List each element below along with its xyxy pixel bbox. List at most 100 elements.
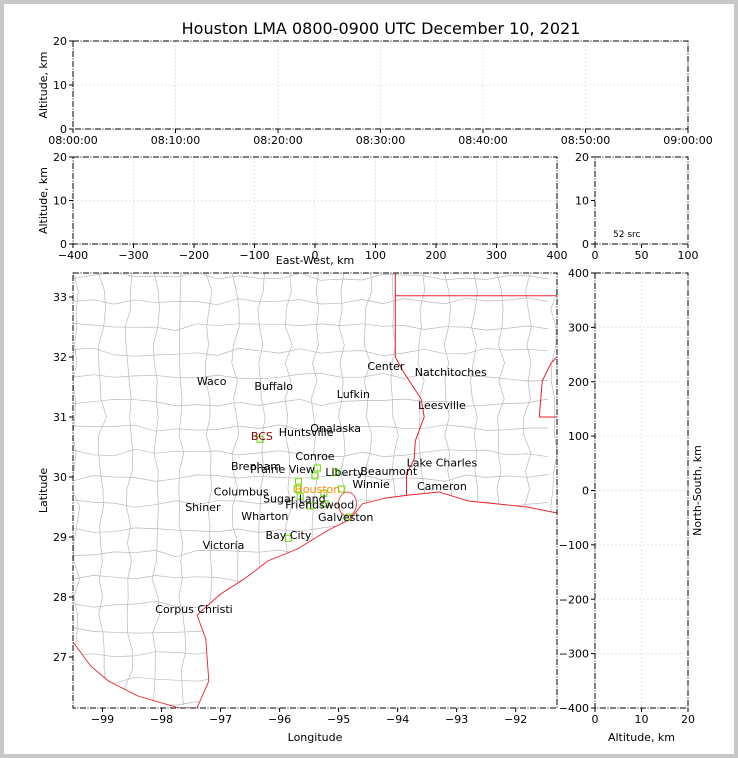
city-label: Center — [367, 360, 405, 373]
x-tick-label: 0 — [592, 713, 599, 726]
y-tick-label: 30 — [53, 471, 67, 484]
x-tick-label: 400 — [547, 249, 568, 262]
panel-time-height: 08:00:00 08:10:00 08:20:00 08:30:00 08:40:00… — [37, 35, 713, 147]
x-tick-label: −200 — [179, 249, 209, 262]
city-label: Victoria — [203, 539, 245, 552]
x-tick-label: 0 — [592, 249, 599, 262]
lma-station-marker — [313, 464, 321, 472]
y-tick-label: 0 — [582, 485, 589, 498]
y-axis-label: Altitude, km — [37, 167, 50, 234]
county-line — [73, 323, 549, 331]
y-tick-label: 20 — [53, 35, 67, 48]
panel-plan-view: Waco Buffalo Center Natchitoches Lufkin Leesv… — [37, 272, 558, 744]
city-label: Sugar Land — [263, 493, 326, 506]
plot-frame — [72, 156, 558, 245]
county-line — [124, 273, 134, 706]
x-tick-label: −400 — [58, 249, 88, 262]
lma-station-marker — [332, 468, 340, 476]
x-axis-label: Longitude — [288, 731, 343, 744]
x-tick-label: 09:00:00 — [663, 134, 712, 147]
lma-station-marker — [337, 485, 346, 493]
x-tick-label: −98 — [150, 713, 173, 726]
map-layers: Waco Buffalo Center Natchitoches Lufkin Leesv… — [73, 273, 557, 708]
city-label: Liberty — [325, 466, 364, 479]
x-tick-label: −99 — [91, 713, 114, 726]
source-count-label: 52 src — [613, 230, 641, 240]
y-tick-label: 20 — [53, 151, 67, 164]
city-label: Conroe — [295, 450, 334, 463]
y-tick-label: 10 — [53, 195, 67, 208]
city-label: Buffalo — [254, 380, 293, 393]
county-line — [73, 273, 549, 281]
city-label: Prairie View — [250, 463, 315, 476]
plot-frame — [594, 272, 689, 709]
city-label: Cameron — [417, 480, 467, 493]
y-tick-label: 0 — [60, 238, 67, 251]
x-tick-label: 100 — [365, 249, 386, 262]
county-line — [98, 273, 107, 706]
x-tick-label: −94 — [386, 713, 409, 726]
city-label: Huntsville — [279, 426, 334, 439]
y-tick-label: 200 — [568, 376, 589, 389]
county-line — [73, 347, 549, 357]
x-tick-label: 08:10:00 — [151, 134, 200, 147]
x-tick-label: 20 — [681, 713, 695, 726]
city-label: BCS — [251, 430, 273, 443]
x-tick-label: 08:30:00 — [356, 134, 405, 147]
lma-station-marker — [320, 489, 328, 497]
county-line — [73, 373, 549, 382]
y-axis-label: Altitude, km — [37, 51, 50, 118]
y-tick-label: −200 — [559, 593, 589, 606]
plot-frame — [72, 272, 558, 709]
y-tick-label: 400 — [568, 267, 589, 280]
y-tick-label: 100 — [568, 430, 589, 443]
city-label: Bay City — [266, 529, 312, 542]
x-tick-label: 0 — [312, 249, 319, 262]
y-tick-label: 0 — [60, 123, 67, 136]
y-tick-label: −400 — [559, 702, 589, 715]
county-line — [151, 273, 160, 706]
y-tick-label: −300 — [559, 648, 589, 661]
city-label: Lake Charles — [407, 457, 478, 470]
city-label: Columbus — [214, 485, 269, 498]
x-tick-label: −92 — [504, 713, 527, 726]
lma-station-marker — [294, 477, 303, 485]
x-tick-label: −93 — [445, 713, 468, 726]
y-tick-label: 29 — [53, 531, 67, 544]
ms-river-border — [538, 356, 557, 418]
county-line — [73, 448, 549, 458]
lma-station-marker — [321, 500, 329, 508]
lma-station-marker — [345, 513, 353, 521]
y-tick-label: −100 — [559, 539, 589, 552]
plot-frame — [594, 156, 689, 245]
coastline — [73, 491, 557, 708]
y-tick-label: 27 — [53, 651, 67, 664]
y-tick-label: 33 — [53, 291, 67, 304]
city-label: Onalaska — [310, 422, 361, 435]
y-tick-label: 32 — [53, 351, 67, 364]
lma-station-marker — [284, 534, 293, 542]
city-label: Wharton — [241, 510, 288, 523]
x-tick-label: −96 — [268, 713, 291, 726]
x-tick-label: 10 — [635, 713, 649, 726]
y-tick-label: 31 — [53, 411, 67, 424]
city-label: Brenham — [231, 460, 281, 473]
panel-ew-height: −400 −300 −200 −100 0 100 200 300 400 0 10 20 East-W… — [37, 151, 568, 267]
county-line — [73, 273, 81, 705]
y-tick-label: 20 — [575, 151, 589, 164]
city-label: Leesville — [418, 399, 466, 412]
county-line — [178, 273, 187, 706]
x-tick-label: −95 — [327, 713, 350, 726]
lma-station-marker — [296, 492, 304, 500]
lma-station-marker — [256, 435, 264, 443]
city-label: Galveston — [318, 511, 373, 524]
figure-title: Houston LMA 0800-0900 UTC December 10, 2… — [182, 19, 581, 38]
panel-ns-height: 0 10 20 −400 −300 −200 −100 0 100 200 300 400 Altitu… — [559, 267, 704, 744]
tx-la-border — [394, 273, 425, 495]
y-axis-label: Latitude — [37, 468, 50, 514]
x-tick-label: 08:20:00 — [253, 134, 302, 147]
city-label: Corpus Christi — [155, 603, 232, 616]
x-tick-label: 100 — [678, 249, 699, 262]
lma-figure: Houston LMA 0800-0900 UTC December 10, 2… — [37, 19, 713, 744]
city-label: Beaumont — [360, 465, 417, 478]
